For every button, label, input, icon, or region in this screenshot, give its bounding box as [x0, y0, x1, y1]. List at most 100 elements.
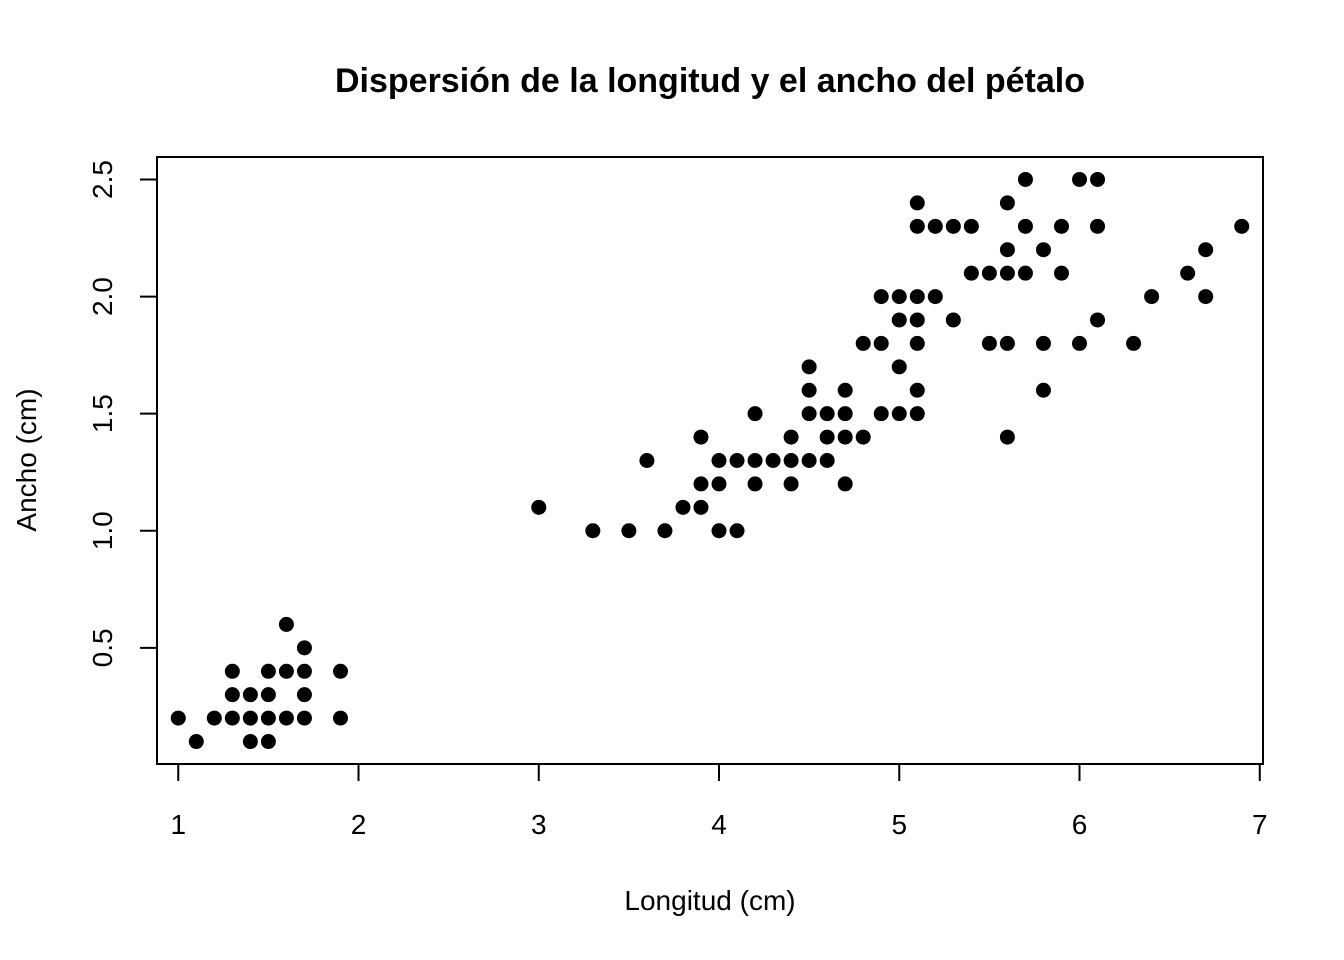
data-point: [855, 335, 871, 351]
data-point: [747, 406, 763, 422]
data-point: [963, 265, 979, 281]
data-point: [278, 710, 294, 726]
data-point: [999, 265, 1015, 281]
data-point: [585, 523, 601, 539]
x-tick-label: 4: [711, 809, 727, 840]
data-point: [909, 289, 925, 305]
data-point: [837, 476, 853, 492]
data-point: [224, 663, 240, 679]
data-point: [837, 406, 853, 422]
data-point: [1234, 218, 1250, 234]
data-point: [891, 289, 907, 305]
data-point: [224, 687, 240, 703]
data-point: [909, 335, 925, 351]
data-point: [927, 218, 943, 234]
data-point: [711, 453, 727, 468]
chart-title: Dispersión de la longitud y el ancho del…: [335, 62, 1085, 100]
data-point: [783, 453, 799, 468]
data-point: [1126, 335, 1142, 351]
data-point: [819, 429, 835, 445]
data-point: [837, 429, 853, 445]
data-point: [927, 289, 943, 305]
y-tick-label: 1.0: [87, 511, 118, 550]
data-point: [296, 687, 312, 703]
data-point: [278, 616, 294, 632]
data-point: [945, 312, 961, 328]
data-point: [621, 523, 637, 539]
data-point: [747, 453, 763, 468]
data-point: [675, 499, 691, 515]
plot-frame: [156, 156, 1264, 765]
y-tick-label: 2.0: [87, 277, 118, 316]
y-axis-label: Ancho (cm): [11, 388, 42, 531]
y-axis: 0.5 1.0 1.5 2.0 2.5: [87, 160, 158, 667]
x-tick-label: 5: [891, 809, 907, 840]
data-point: [981, 335, 997, 351]
data-point: [242, 710, 258, 726]
x-tick-label: 2: [351, 809, 367, 840]
data-point: [1053, 265, 1069, 281]
data-point: [801, 406, 817, 422]
data-point: [693, 476, 709, 492]
data-point: [531, 499, 547, 515]
data-point: [999, 335, 1015, 351]
data-point: [909, 406, 925, 422]
data-point: [1198, 242, 1214, 258]
data-point: [260, 710, 276, 726]
y-tick-label: 2.5: [87, 160, 118, 199]
data-point: [1090, 312, 1106, 328]
x-axis: 1 2 3 4 5 6 7: [170, 763, 1268, 840]
data-point: [206, 710, 222, 726]
data-point: [1053, 218, 1069, 234]
data-point: [891, 359, 907, 375]
data-point: [278, 663, 294, 679]
data-point: [765, 453, 781, 468]
data-point: [242, 687, 258, 703]
data-point: [783, 476, 799, 492]
data-point: [657, 523, 673, 539]
data-point: [296, 663, 312, 679]
data-point: [1090, 171, 1106, 187]
data-point: [1090, 218, 1106, 234]
data-point: [945, 218, 961, 234]
x-tick-label: 6: [1072, 809, 1088, 840]
data-point: [1180, 265, 1196, 281]
data-point: [729, 523, 745, 539]
data-point: [909, 218, 925, 234]
data-point: [693, 429, 709, 445]
data-point: [260, 687, 276, 703]
data-point: [296, 640, 312, 656]
data-point: [963, 218, 979, 234]
data-point: [1017, 265, 1033, 281]
x-tick-label: 1: [170, 809, 186, 840]
data-point: [801, 382, 817, 398]
data-point: [819, 453, 835, 468]
data-point: [711, 523, 727, 539]
data-point: [242, 734, 258, 750]
data-point: [891, 406, 907, 422]
data-point: [801, 359, 817, 375]
data-point: [729, 453, 745, 468]
data-point: [1035, 242, 1051, 258]
data-point: [188, 734, 204, 750]
data-point: [801, 453, 817, 468]
data-points: [170, 171, 1250, 750]
y-tick-label: 0.5: [87, 628, 118, 667]
x-axis-label: Longitud (cm): [624, 885, 795, 916]
data-point: [999, 242, 1015, 258]
data-point: [1144, 289, 1160, 305]
data-point: [909, 312, 925, 328]
data-point: [639, 453, 655, 468]
data-point: [260, 663, 276, 679]
data-point: [981, 265, 997, 281]
data-point: [1072, 171, 1088, 187]
data-point: [1072, 335, 1088, 351]
data-point: [855, 429, 871, 445]
data-point: [296, 710, 312, 726]
data-point: [170, 710, 186, 726]
y-tick-label: 1.5: [87, 394, 118, 433]
data-point: [819, 406, 835, 422]
data-point: [332, 710, 348, 726]
data-point: [873, 406, 889, 422]
